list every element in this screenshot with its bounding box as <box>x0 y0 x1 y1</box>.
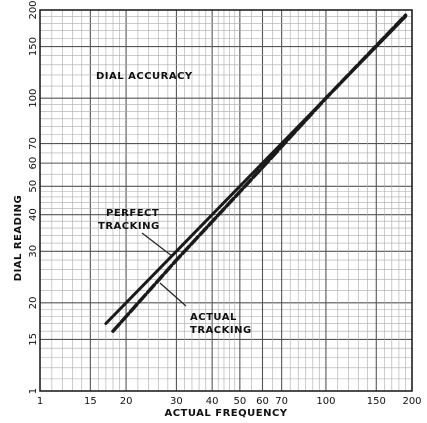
x-tick-label: 20 <box>120 396 133 407</box>
y-tick-label: 70 <box>28 137 39 150</box>
x-tick-label: 1 <box>37 396 43 407</box>
x-tick-label: 150 <box>367 396 386 407</box>
x-tick-label: 200 <box>402 396 421 407</box>
x-tick-label: 70 <box>275 396 288 407</box>
y-tick-labels: 1 15 20 30 40 50 60 70 100 150 200 <box>28 0 39 394</box>
x-tick-label: 40 <box>206 396 219 407</box>
y-tick-label: 100 <box>28 89 39 108</box>
y-tick-label: 30 <box>28 245 39 258</box>
x-tick-label: 30 <box>170 396 183 407</box>
y-tick-label: 50 <box>28 180 39 193</box>
chart-title: DIAL ACCURACY <box>96 71 193 82</box>
grid <box>39 9 413 392</box>
series-line-actual-tracking <box>111 13 408 333</box>
y-tick-label: 15 <box>28 333 39 346</box>
annotation-perfect-line2: TRACKING <box>98 221 160 232</box>
annotation-perfect-leader <box>141 232 173 257</box>
annotation-perfect-line1: PERFECT <box>106 208 159 219</box>
x-axis-label: ACTUAL FREQUENCY <box>164 408 287 419</box>
series-layer <box>104 13 408 333</box>
annotation-actual-leader <box>159 282 187 307</box>
y-tick-label: 40 <box>28 208 39 221</box>
x-tick-label: 15 <box>84 396 97 407</box>
y-axis-label: DIAL READING <box>13 195 24 281</box>
x-tick-label: 60 <box>256 396 269 407</box>
x-tick-label: 50 <box>233 396 246 407</box>
x-tick-label: 100 <box>316 396 335 407</box>
x-tick-labels: 1 15 20 30 40 50 60 70 100 150 200 <box>37 396 422 407</box>
y-tick-label: 1 <box>28 388 39 394</box>
annotation-actual-line1: ACTUAL <box>190 312 237 323</box>
plot-frame <box>39 9 413 392</box>
annotation-actual-line2: TRACKING <box>190 325 252 336</box>
y-tick-label: 200 <box>28 0 39 19</box>
y-tick-label: 20 <box>28 296 39 309</box>
y-tick-label: 150 <box>28 37 39 56</box>
y-tick-label: 60 <box>28 157 39 170</box>
